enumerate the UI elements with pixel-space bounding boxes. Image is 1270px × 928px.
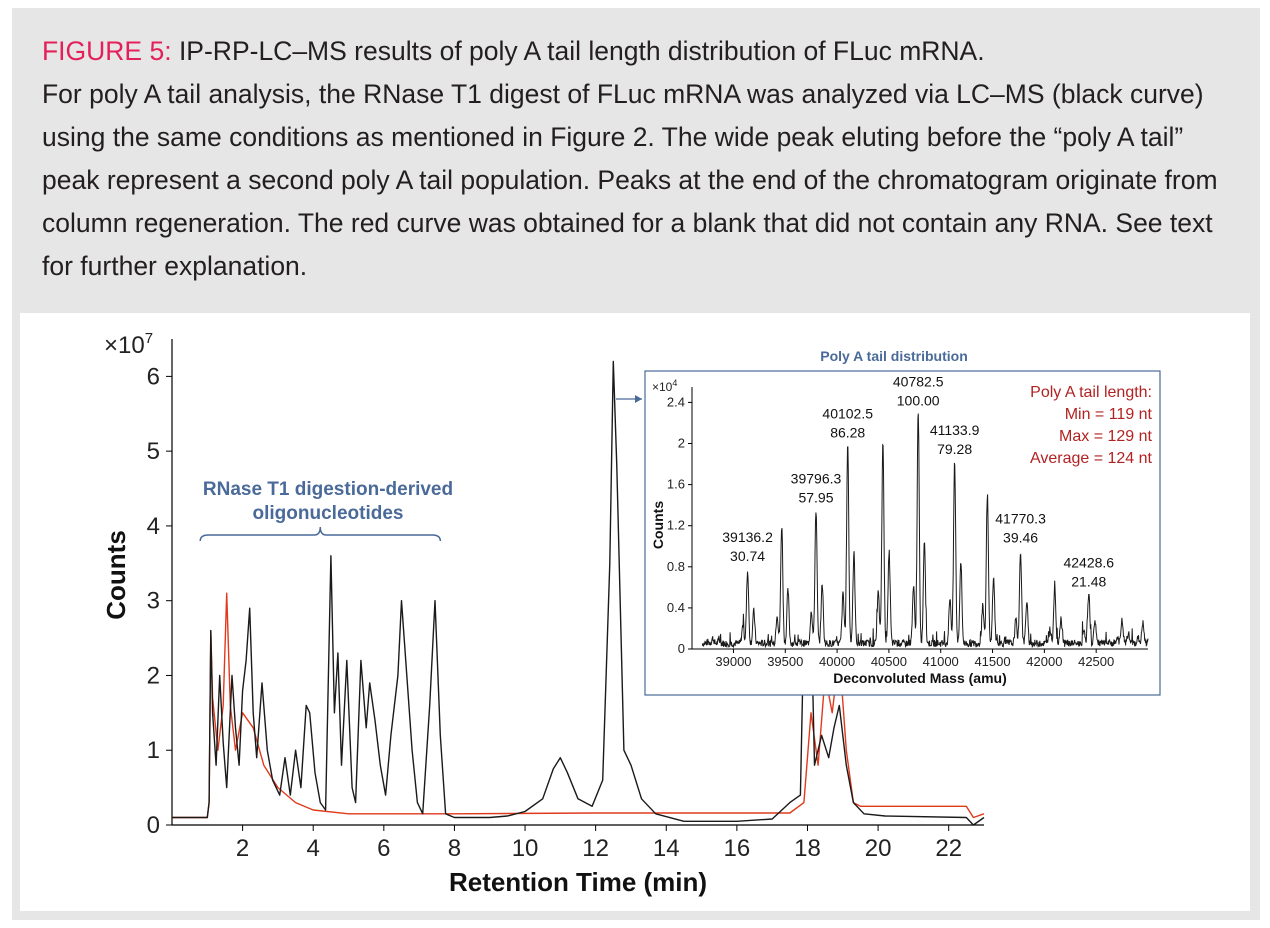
peak-relative-abundance-label: 39.46	[1003, 529, 1038, 545]
main-y-tick-label: 0	[147, 812, 160, 839]
figure-caption: FIGURE 5: IP-RP-LC–MS results of poly A …	[42, 30, 1242, 288]
inset-y-label: Counts	[650, 501, 666, 549]
inset-y-tick-label: 2.4	[667, 394, 685, 409]
inset-y-multiplier-base: ×10	[652, 380, 673, 394]
peak-relative-abundance-label: 30.74	[730, 548, 765, 564]
inset-ticks: 39000 39500 40000 40500 41000 41500 42000 42500…	[667, 394, 1114, 669]
peak-mass-label: 40102.5	[822, 406, 873, 422]
main-curves	[172, 360, 985, 826]
main-x-tick-label: 8	[448, 835, 461, 862]
inset-pointer-arrowhead	[635, 395, 642, 403]
main-x-tick-label: 18	[794, 835, 821, 862]
peak-relative-abundance-label: 79.28	[937, 441, 972, 457]
main-x-tick-label: 16	[724, 835, 751, 862]
inset-title: Poly A tail distribution	[820, 348, 968, 364]
inset-peak-labels: 39136.2 30.74 39796.3 57.95 40102.5 86.28 4078…	[722, 374, 1114, 590]
main-x-tick-label: 14	[653, 835, 680, 862]
peak-mass-label: 41770.3	[995, 510, 1046, 526]
inset-x-tick-label: 41000	[923, 654, 959, 669]
inset-y-multiplier-exp: 4	[672, 378, 677, 388]
main-x-tick-label: 10	[512, 835, 539, 862]
main-y-multiplier: ×107	[104, 330, 153, 359]
main-x-tick-label: 12	[582, 835, 609, 862]
main-x-label: Retention Time (min)	[449, 867, 707, 897]
peak-mass-label: 39136.2	[722, 529, 773, 545]
main-y-tick-label: 6	[147, 363, 160, 390]
inset-x-tick-label: 40500	[871, 654, 907, 669]
inset-x-tick-label: 39500	[767, 654, 803, 669]
figure-title: IP-RP-LC–MS results of poly A tail lengt…	[171, 36, 985, 66]
peak-relative-abundance-label: 100.00	[897, 393, 940, 409]
blank-curve	[172, 592, 985, 819]
main-x-tick-label: 22	[935, 835, 962, 862]
main-y-label: Counts	[101, 530, 131, 620]
inset-x-tick-label: 42500	[1078, 654, 1114, 669]
annotation-bracket	[199, 526, 442, 542]
peak-mass-label: 40782.5	[893, 374, 944, 390]
inset-curve	[701, 413, 1149, 649]
bracket-label-line2: oligonucleotides	[253, 503, 404, 524]
inset-y-tick-label: 0.4	[667, 600, 685, 615]
inset-y-tick-label: 1.2	[667, 518, 685, 533]
inset-x-tick-label: 41500	[974, 654, 1010, 669]
peak-relative-abundance-label: 57.95	[798, 489, 833, 505]
peak-relative-abundance-label: 21.48	[1071, 574, 1106, 590]
inset-y-tick-label: 2	[678, 436, 685, 451]
peak-relative-abundance-label: 86.28	[830, 425, 865, 441]
sample-curve	[172, 360, 985, 826]
inset-legend-max: Max = 129 nt	[1059, 428, 1153, 445]
main-y-tick-label: 4	[147, 513, 160, 540]
peak-mass-label: 41133.9	[930, 422, 980, 438]
peak-mass-label: 42428.6	[1063, 555, 1114, 571]
inset-y-tick-label: 0	[678, 641, 685, 656]
inset-x-tick-label: 42000	[1026, 654, 1062, 669]
figure-frame: FIGURE 5: IP-RP-LC–MS results of poly A …	[12, 8, 1260, 920]
main-x-tick-label: 2	[236, 835, 249, 862]
inset-legend-min: Min = 119 nt	[1065, 406, 1153, 423]
inset-x-label: Deconvoluted Mass (amu)	[833, 670, 1006, 686]
main-y-tick-label: 2	[147, 662, 160, 689]
peak-mass-label: 39796.3	[791, 470, 842, 486]
main-x-tick-label: 6	[377, 835, 390, 862]
main-y-multiplier-base: ×10	[104, 332, 145, 359]
main-y-tick-label: 1	[147, 737, 160, 764]
bracket-label-line1: RNase T1 digestion-derived	[203, 479, 453, 500]
inset-y-multiplier: ×104	[652, 378, 677, 394]
mass-spectrum-line	[701, 413, 1149, 649]
main-y-multiplier-exp: 7	[145, 330, 153, 347]
inset-y-tick-label: 1.6	[667, 477, 685, 492]
chart-panel: 2 4 6 8 10 12 14 16 18 20 22 0 1 2 3 4 5 6 ×107 Retention…	[20, 313, 1250, 911]
main-x-tick-label: 4	[307, 835, 320, 862]
figure-label: FIGURE 5:	[42, 36, 172, 66]
inset-y-tick-label: 0.8	[667, 559, 685, 574]
inset-x-tick-label: 39000	[715, 654, 751, 669]
main-x-tick-label: 20	[865, 835, 892, 862]
inset-x-tick-label: 40000	[819, 654, 855, 669]
main-y-tick-label: 3	[147, 588, 160, 615]
inset-legend-title: Poly A tail length:	[1030, 384, 1152, 401]
inset-legend-average: Average = 124 nt	[1030, 450, 1153, 467]
figure-description: For poly A tail analysis, the RNase T1 d…	[42, 79, 1218, 281]
main-y-tick-label: 5	[147, 438, 160, 465]
